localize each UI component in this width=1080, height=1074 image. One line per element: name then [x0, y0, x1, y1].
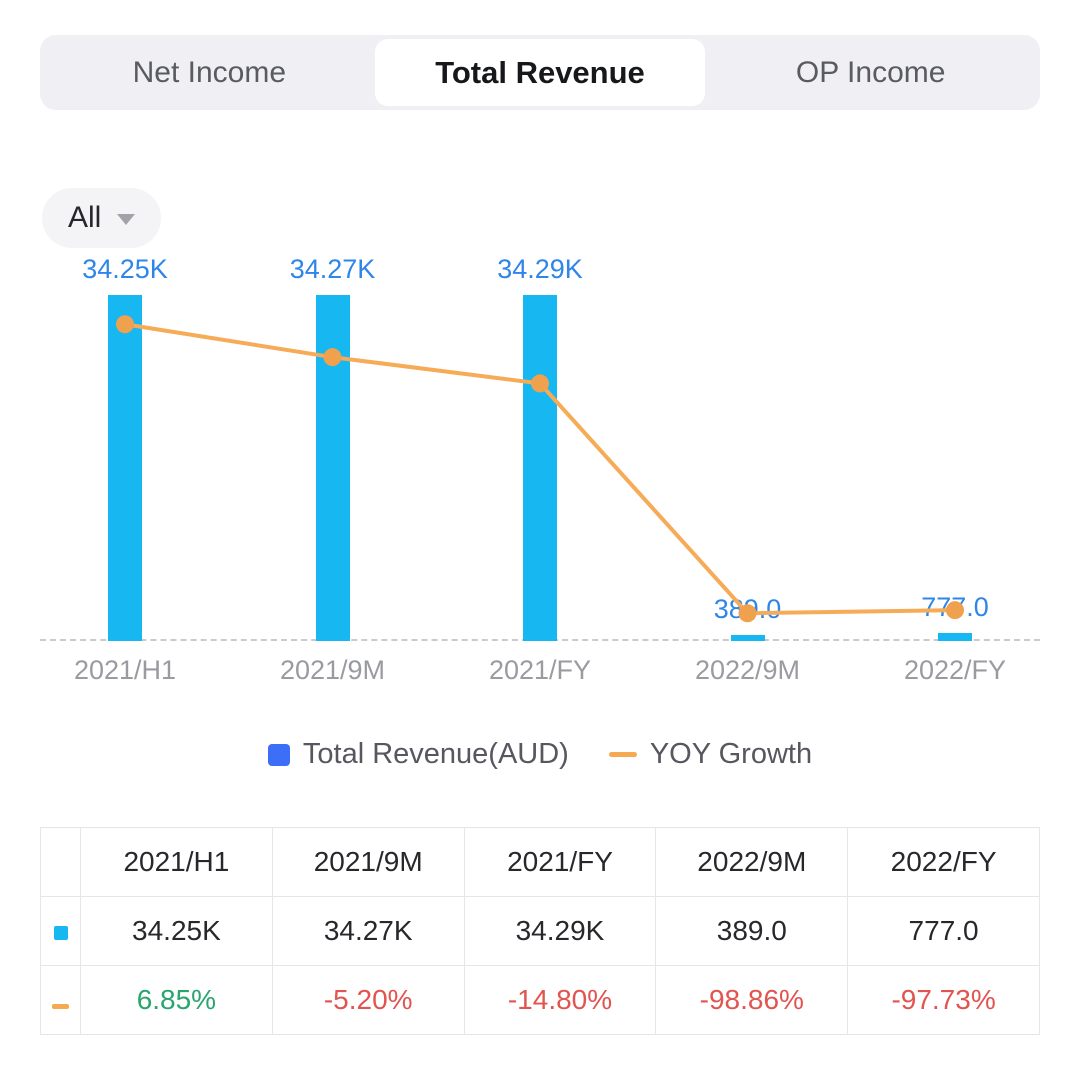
- table-cell: 6.85%: [80, 965, 273, 1035]
- table-cell: -14.80%: [463, 965, 657, 1035]
- table-header-cell: 2021/FY: [463, 827, 657, 897]
- bar-value-label: 34.27K: [289, 254, 376, 285]
- table-cell: 34.27K: [271, 896, 465, 966]
- line-point-2022/FY: [946, 601, 964, 620]
- table-cell: 34.29K: [463, 896, 657, 966]
- legend-square-icon: [267, 743, 290, 766]
- tab-op-income[interactable]: OP Income: [795, 55, 946, 89]
- chart-legend: Total Revenue(AUD) YOY Growth: [0, 738, 1080, 771]
- row-marker-cell: [40, 965, 81, 1035]
- values-table: 2021/H1 2021/9M 2021/FY 2022/9M 2022/FY 34.2…: [40, 827, 1040, 1035]
- bar-value-label: 34.25K: [82, 254, 168, 285]
- line-point-2021/H1: [116, 315, 134, 334]
- line-point-2022/9M: [738, 604, 757, 623]
- yoy-growth-line: [116, 315, 964, 623]
- row-marker-dash-icon: [52, 1004, 69, 1009]
- chevron-down-icon: [117, 214, 136, 225]
- x-axis-label: 2021/H1: [73, 655, 177, 685]
- revenue-bar-2021/FY[interactable]: [523, 295, 557, 641]
- x-axis-label: 2021/FY: [488, 655, 592, 685]
- legend-dash-icon: [608, 752, 637, 757]
- row-marker-square-icon: [53, 926, 68, 940]
- legend-label-total-revenue: Total Revenue(AUD): [302, 738, 569, 770]
- legend-item-total-revenue: Total Revenue(AUD): [267, 738, 569, 771]
- bar-value-label: 34.29K: [497, 254, 583, 284]
- revenue-bar-2021/H1[interactable]: [108, 295, 142, 641]
- x-axis-label: 2022/9M: [694, 655, 801, 685]
- table-corner-cell: [40, 827, 81, 897]
- period-filter-value: All: [68, 201, 102, 234]
- revenue-bar-2022/9M[interactable]: [730, 635, 765, 641]
- row-marker-cell: [40, 896, 81, 966]
- revenue-chart: 34.25K2021/H134.27K2021/9M34.29K2021/FY3…: [40, 250, 1040, 685]
- line-point-2021/9M: [323, 348, 342, 367]
- revenue-bar-2022/FY[interactable]: [938, 633, 972, 641]
- table-header-cell: 2022/FY: [847, 827, 1040, 897]
- tab-total-revenue[interactable]: Total Revenue: [374, 39, 706, 106]
- table-header-cell: 2021/9M: [271, 827, 465, 897]
- table-header-cell: 2021/H1: [80, 827, 273, 897]
- x-axis-label: 2021/9M: [279, 655, 386, 685]
- table-row: 6.85% -5.20% -14.80% -98.86% -97.73%: [40, 965, 1040, 1035]
- legend-label-yoy-growth: YOY Growth: [649, 738, 813, 770]
- legend-item-yoy-growth: YOY Growth: [608, 738, 813, 771]
- table-header-row: 2021/H1 2021/9M 2021/FY 2022/9M 2022/FY: [40, 827, 1040, 897]
- tab-net-income[interactable]: Net Income: [132, 55, 287, 89]
- metric-tab-bar: Net Income Total Revenue OP Income: [40, 35, 1040, 110]
- table-cell: -97.73%: [847, 965, 1040, 1035]
- line-point-2021/FY: [531, 374, 549, 393]
- table-cell: -98.86%: [655, 965, 849, 1035]
- table-cell: 777.0: [847, 896, 1040, 966]
- table-row: 34.25K 34.27K 34.29K 389.0 777.0: [40, 896, 1040, 966]
- table-header-cell: 2022/9M: [655, 827, 849, 897]
- table-cell: 389.0: [655, 896, 849, 966]
- period-filter-dropdown[interactable]: All: [42, 188, 162, 248]
- table-cell: -5.20%: [271, 965, 465, 1035]
- table-cell: 34.25K: [80, 896, 273, 966]
- x-axis-label: 2022/FY: [903, 655, 1007, 685]
